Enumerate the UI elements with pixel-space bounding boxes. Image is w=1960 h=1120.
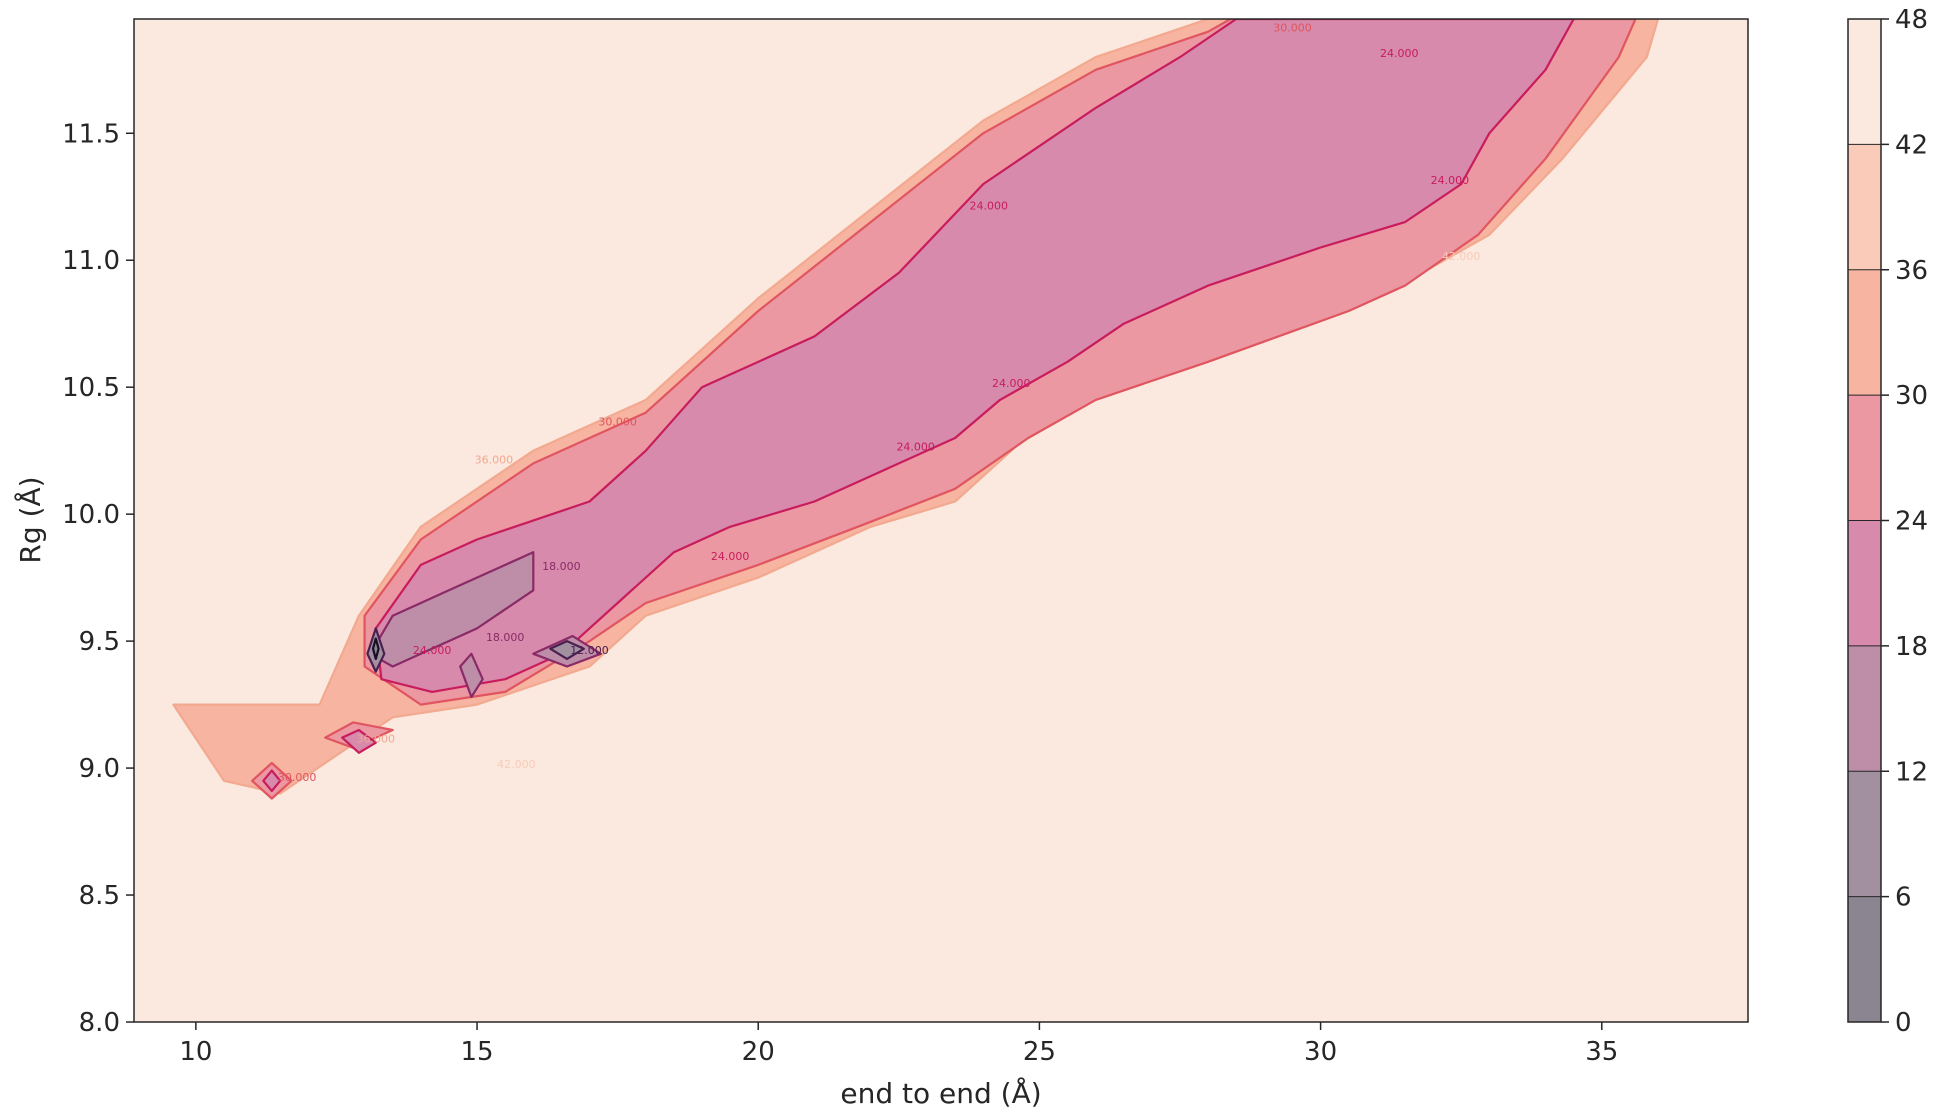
- contour-label-3: 24.000: [1431, 174, 1470, 187]
- y-tick-label-4: 10.0: [62, 500, 120, 530]
- contour-label-14: 12.000: [570, 644, 609, 657]
- contour-label-0: 30.000: [1273, 22, 1312, 35]
- colorbar-tick-label-5: 30: [1895, 381, 1928, 411]
- contour-label-5: 24.000: [896, 441, 935, 454]
- contour-label-10: 18.000: [486, 631, 525, 644]
- contour-label-12: 42.000: [497, 758, 536, 771]
- y-tick-label-6: 11.0: [62, 246, 120, 276]
- y-tick-label-5: 10.5: [62, 373, 120, 403]
- contour-label-11: 24.000: [413, 644, 452, 657]
- contour-label-15: 36.000: [357, 733, 396, 746]
- y-tick-label-3: 9.5: [79, 627, 120, 657]
- colorbar-band-2: [1848, 645, 1881, 772]
- x-tick-label-3: 25: [1023, 1037, 1056, 1067]
- contour-label-1: 24.000: [1380, 47, 1419, 60]
- contour-region-12-1: [549, 639, 586, 661]
- colorbar-tick-label-7: 42: [1895, 130, 1928, 160]
- colorbar-band-1: [1848, 771, 1881, 897]
- contour-label-9: 18.000: [542, 560, 581, 573]
- x-tick-label-0: 10: [179, 1037, 212, 1067]
- y-tick-label-1: 8.5: [79, 881, 120, 911]
- contour-region-24-1: [341, 728, 377, 754]
- colorbar-tick-label-8: 48: [1895, 5, 1928, 35]
- x-tick-label-4: 30: [1304, 1037, 1337, 1067]
- x-tick-label-2: 20: [742, 1037, 775, 1067]
- plot-frame: [133, 18, 1749, 1023]
- x-axis-title: end to end (Å): [840, 1076, 1041, 1110]
- plot-area: 30.000 24.000 24.000 24.000 24.000 24.000 24.0…: [133, 18, 1749, 1023]
- colorbar-band-3: [1848, 520, 1881, 646]
- contour-region-18-0: [369, 551, 535, 668]
- contour-label-4: 24.000: [992, 377, 1031, 390]
- contour-label-6: 24.000: [711, 550, 750, 563]
- contour-region-24-0: [374, 19, 1575, 694]
- y-tick-label-7: 11.5: [62, 119, 120, 149]
- contour-region-18-2: [459, 652, 484, 699]
- contour-labels: 30.000 24.000 24.000 24.000 24.000 24.000 24.0…: [278, 22, 1481, 784]
- colorbar-tick-label-2: 12: [1895, 757, 1928, 787]
- colorbar-band-0: [1848, 896, 1881, 1022]
- contour-label-8: 36.000: [475, 453, 514, 466]
- colorbar-tick-label-1: 6: [1895, 883, 1912, 913]
- contour-region-6-0: [371, 637, 380, 661]
- colorbar-band-6: [1848, 144, 1881, 270]
- y-axis: 8.0 8.5 9.0 9.5 10.0 10.5 11.0 11.5: [62, 119, 134, 1038]
- colorbar-tick-label-0: 0: [1895, 1008, 1912, 1038]
- y-tick-label-2: 9.0: [79, 754, 120, 784]
- x-tick-label-5: 35: [1585, 1037, 1618, 1067]
- colorbar-band-7: [1848, 19, 1881, 145]
- colorbar-tick-label-3: 18: [1895, 632, 1928, 662]
- contour-label-2: 24.000: [970, 199, 1009, 212]
- contour-region-24-2: [262, 769, 282, 793]
- colorbar-tick-label-6: 36: [1895, 256, 1928, 286]
- colorbar-band-5: [1848, 269, 1881, 396]
- colorbar: 0 6 12 18 24 30 36 42 48: [1847, 5, 1928, 1038]
- x-tick-label-1: 15: [460, 1037, 493, 1067]
- contour-regions: [172, 19, 1660, 800]
- contour-label-13: 42.000: [1442, 250, 1481, 263]
- y-axis-title: Rg (Å): [13, 476, 47, 563]
- contour-label-16: 30.000: [278, 771, 317, 784]
- colorbar-band-4: [1848, 395, 1881, 521]
- y-tick-label-0: 8.0: [79, 1008, 120, 1038]
- colorbar-tick-label-4: 24: [1895, 507, 1928, 537]
- contour-label-7: 30.000: [598, 415, 637, 428]
- x-axis: 10 15 20 25 30 35: [179, 1022, 1618, 1067]
